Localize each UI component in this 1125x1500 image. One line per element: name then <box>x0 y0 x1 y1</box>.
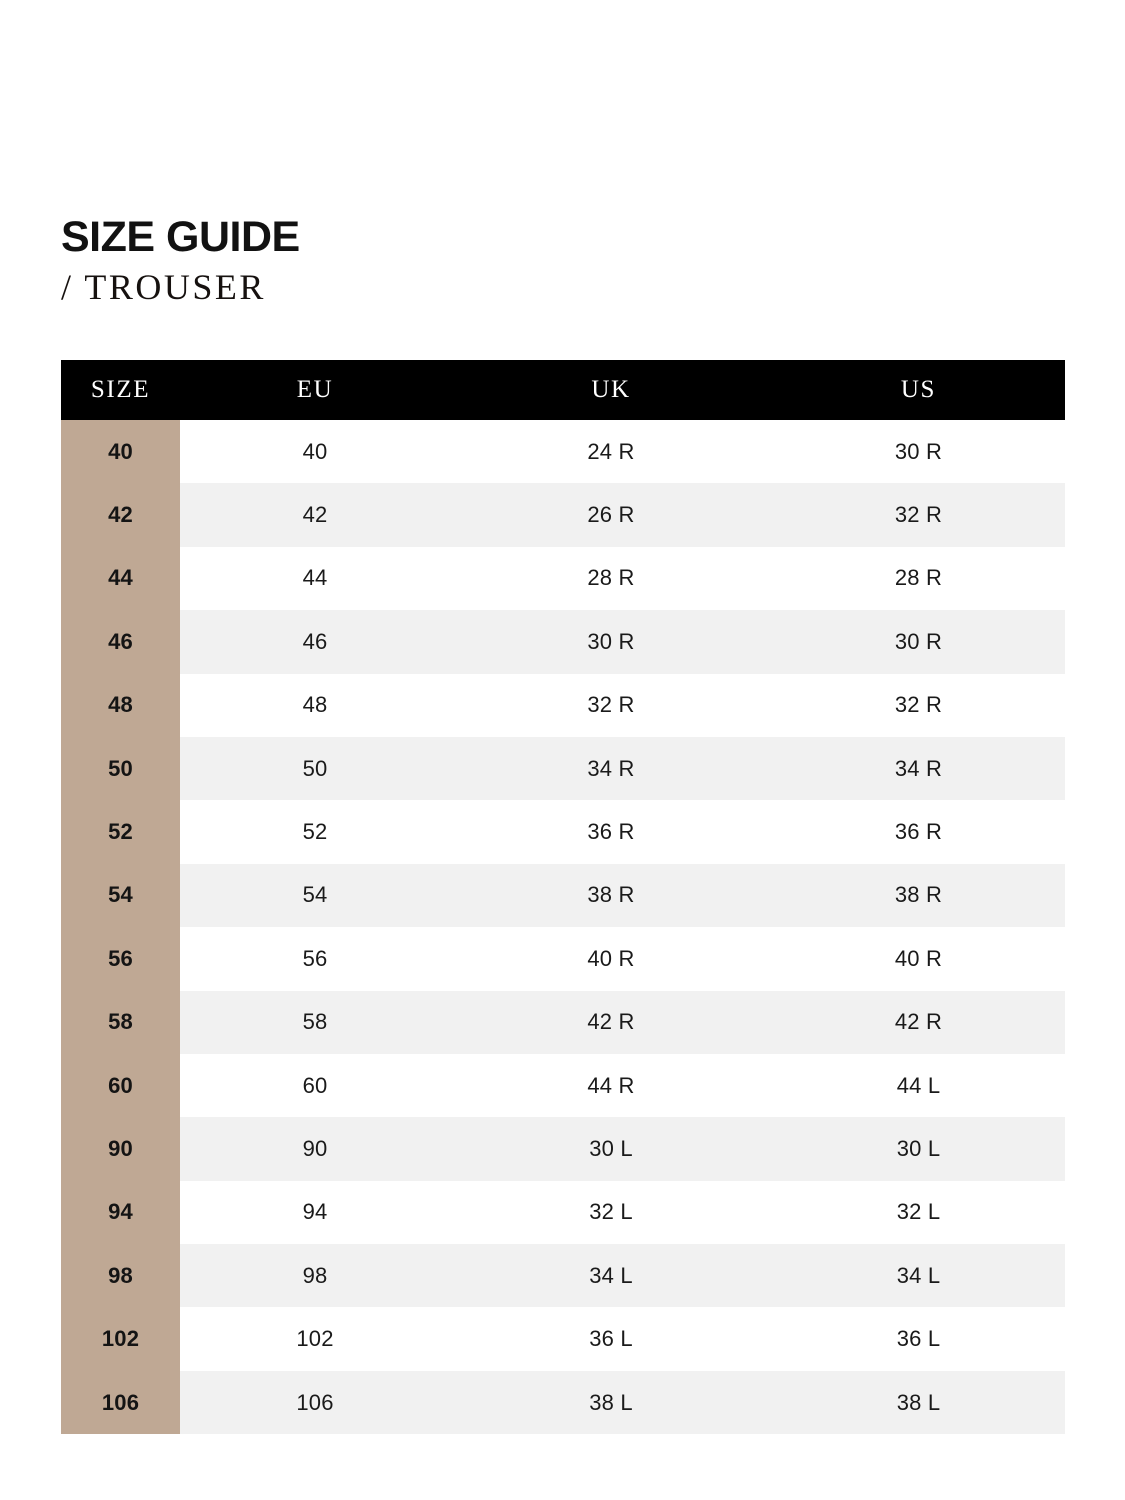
cell-eu: 94 <box>302 1199 328 1225</box>
cell-size: 50 <box>61 736 180 801</box>
cell-us: 34 L <box>896 1262 941 1288</box>
column-header-uk: UK <box>450 360 772 420</box>
table-row: 106 106 38 L 38 L <box>61 1370 1065 1435</box>
cell-size: 94 <box>61 1180 180 1245</box>
cell-eu: 54 <box>302 882 328 908</box>
cell-size: 56 <box>61 927 180 991</box>
cell-size: 106 <box>61 1370 180 1435</box>
table-row: 56 56 40 R 40 R <box>61 927 1065 991</box>
cell-uk: 30 R <box>587 628 635 654</box>
cell-size: 90 <box>61 1117 180 1181</box>
cell-eu: 42 <box>302 502 328 528</box>
cell-us: 40 R <box>894 945 943 971</box>
cell-us: 36 L <box>896 1326 941 1352</box>
table-row: 98 98 34 L 34 L <box>61 1244 1065 1308</box>
cell-eu: 40 <box>302 438 328 464</box>
cell-size: 46 <box>61 610 180 674</box>
cell-uk: 34 R <box>587 755 635 781</box>
cell-us: 38 L <box>896 1389 941 1415</box>
table-row: 94 94 32 L 32 L <box>61 1180 1065 1245</box>
cell-size: 98 <box>61 1244 180 1308</box>
cell-us: 34 R <box>894 755 943 781</box>
table-row: 90 90 30 L 30 L <box>61 1117 1065 1181</box>
table-row: 54 54 38 R 38 R <box>61 863 1065 928</box>
page-subtitle: / TROUSER <box>61 267 266 307</box>
cell-size: 60 <box>61 1053 180 1118</box>
table-header-row: SIZE EU UK US <box>61 360 1065 420</box>
cell-eu: 102 <box>296 1326 334 1352</box>
cell-size: 40 <box>61 420 180 484</box>
cell-eu: 46 <box>302 628 328 654</box>
cell-uk: 36 L <box>589 1326 633 1352</box>
cell-uk: 32 L <box>589 1199 633 1225</box>
cell-uk: 30 L <box>589 1135 633 1161</box>
cell-us: 30 L <box>896 1135 941 1161</box>
cell-eu: 52 <box>302 819 328 845</box>
size-table-container: SIZE EU UK US 40 40 24 R 30 R 42 42 26 R 32 R 44… <box>61 360 1065 1435</box>
cell-uk: 36 R <box>587 819 635 845</box>
cell-us: 30 R <box>894 438 943 464</box>
table-row: 52 52 36 R 36 R <box>61 800 1065 864</box>
column-header-us: US <box>772 360 1065 420</box>
cell-uk: 34 L <box>589 1262 633 1288</box>
table-row: 60 60 44 R 44 L <box>61 1053 1065 1118</box>
table-row: 58 58 42 R 42 R <box>61 990 1065 1054</box>
table-row: 40 40 24 R 30 R <box>61 420 1065 484</box>
cell-eu: 106 <box>296 1389 334 1415</box>
cell-us: 32 R <box>894 692 943 718</box>
cell-us: 32 R <box>894 502 943 528</box>
cell-size: 54 <box>61 863 180 928</box>
table-row: 46 46 30 R 30 R <box>61 610 1065 674</box>
cell-uk: 42 R <box>587 1009 635 1035</box>
cell-eu: 50 <box>302 755 328 781</box>
page-heading: SIZE GUIDE / TROUSER <box>61 214 761 308</box>
column-header-size: SIZE <box>61 360 180 420</box>
table-header: SIZE EU UK US <box>61 360 1065 420</box>
cell-eu: 48 <box>302 692 328 718</box>
cell-uk: 26 R <box>587 502 635 528</box>
cell-us: 44 L <box>896 1072 941 1098</box>
cell-size: 42 <box>61 483 180 547</box>
cell-eu: 98 <box>302 1262 328 1288</box>
cell-uk: 28 R <box>587 565 635 591</box>
cell-us: 36 R <box>894 819 943 845</box>
cell-us: 30 R <box>894 628 943 654</box>
cell-uk: 32 R <box>587 692 635 718</box>
cell-size: 102 <box>61 1307 180 1371</box>
cell-size: 58 <box>61 990 180 1054</box>
cell-eu: 60 <box>302 1072 328 1098</box>
cell-uk: 38 L <box>589 1389 633 1415</box>
cell-us: 42 R <box>894 1009 943 1035</box>
table-body: 40 40 24 R 30 R 42 42 26 R 32 R 44 44 28 R 28 R 46 46… <box>61 420 1065 1435</box>
cell-us: 38 R <box>894 882 943 908</box>
cell-eu: 58 <box>302 1009 328 1035</box>
cell-size: 48 <box>61 673 180 737</box>
cell-size: 52 <box>61 800 180 864</box>
cell-uk: 44 R <box>587 1072 635 1098</box>
cell-size: 44 <box>61 546 180 611</box>
cell-eu: 56 <box>302 945 328 971</box>
cell-uk: 24 R <box>587 438 635 464</box>
page-title: SIZE GUIDE <box>61 213 300 261</box>
cell-us: 28 R <box>894 565 943 591</box>
cell-us: 32 L <box>896 1199 941 1225</box>
cell-uk: 40 R <box>587 945 635 971</box>
table-row: 44 44 28 R 28 R <box>61 546 1065 611</box>
column-header-eu: EU <box>180 360 450 420</box>
table-row: 50 50 34 R 34 R <box>61 736 1065 801</box>
table-row: 42 42 26 R 32 R <box>61 483 1065 547</box>
table-row: 102 102 36 L 36 L <box>61 1307 1065 1371</box>
cell-eu: 90 <box>302 1135 328 1161</box>
size-guide-table: SIZE EU UK US 40 40 24 R 30 R 42 42 26 R 32 R 44… <box>61 360 1065 1435</box>
table-row: 48 48 32 R 32 R <box>61 673 1065 737</box>
cell-uk: 38 R <box>587 882 635 908</box>
cell-eu: 44 <box>302 565 328 591</box>
